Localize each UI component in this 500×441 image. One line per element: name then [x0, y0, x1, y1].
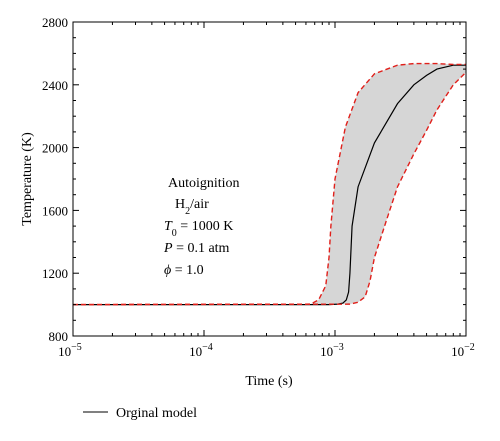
y-tick-label: 1200	[42, 266, 68, 281]
x-tick-label: 10−5	[58, 342, 82, 359]
y-tick-label: 800	[49, 329, 69, 344]
x-tick-label: 10−4	[189, 342, 213, 359]
plot-area	[72, 62, 467, 306]
annotation-mixture: H2/air	[175, 197, 209, 217]
annotation-box: Autoignition H2/air T0 = 1000 K P = 0.1 …	[163, 176, 240, 278]
x-axis-label: Time (s)	[245, 374, 293, 389]
y-tick-label: 2800	[42, 15, 68, 30]
x-tick-label: 10−2	[451, 342, 475, 359]
axis-ticks: 10−5 10−4 10−3 10−2 800 1200 1600 2000 2400 2800	[42, 15, 475, 359]
y-tick-label: 2000	[42, 141, 68, 156]
uncertainty-band	[73, 63, 466, 305]
x-tick-label: 10−3	[320, 342, 344, 359]
annotation-initial-temperature: T0 = 1000 K	[164, 219, 233, 239]
annotation-equivalence-ratio: ϕ = 1.0	[164, 263, 204, 278]
annotation-pressure: P = 0.1 atm	[163, 241, 230, 256]
annotation-title: Autoignition	[168, 176, 240, 191]
legend-label: Orginal model	[116, 406, 197, 421]
y-tick-label: 1600	[42, 203, 68, 218]
legend: Orginal model	[83, 406, 197, 421]
y-axis-label: Temperature (K)	[20, 132, 35, 226]
uncertainty-upper-bound-line	[72, 62, 466, 306]
y-tick-label: 2400	[42, 78, 68, 93]
series-original-model-line	[73, 64, 466, 306]
